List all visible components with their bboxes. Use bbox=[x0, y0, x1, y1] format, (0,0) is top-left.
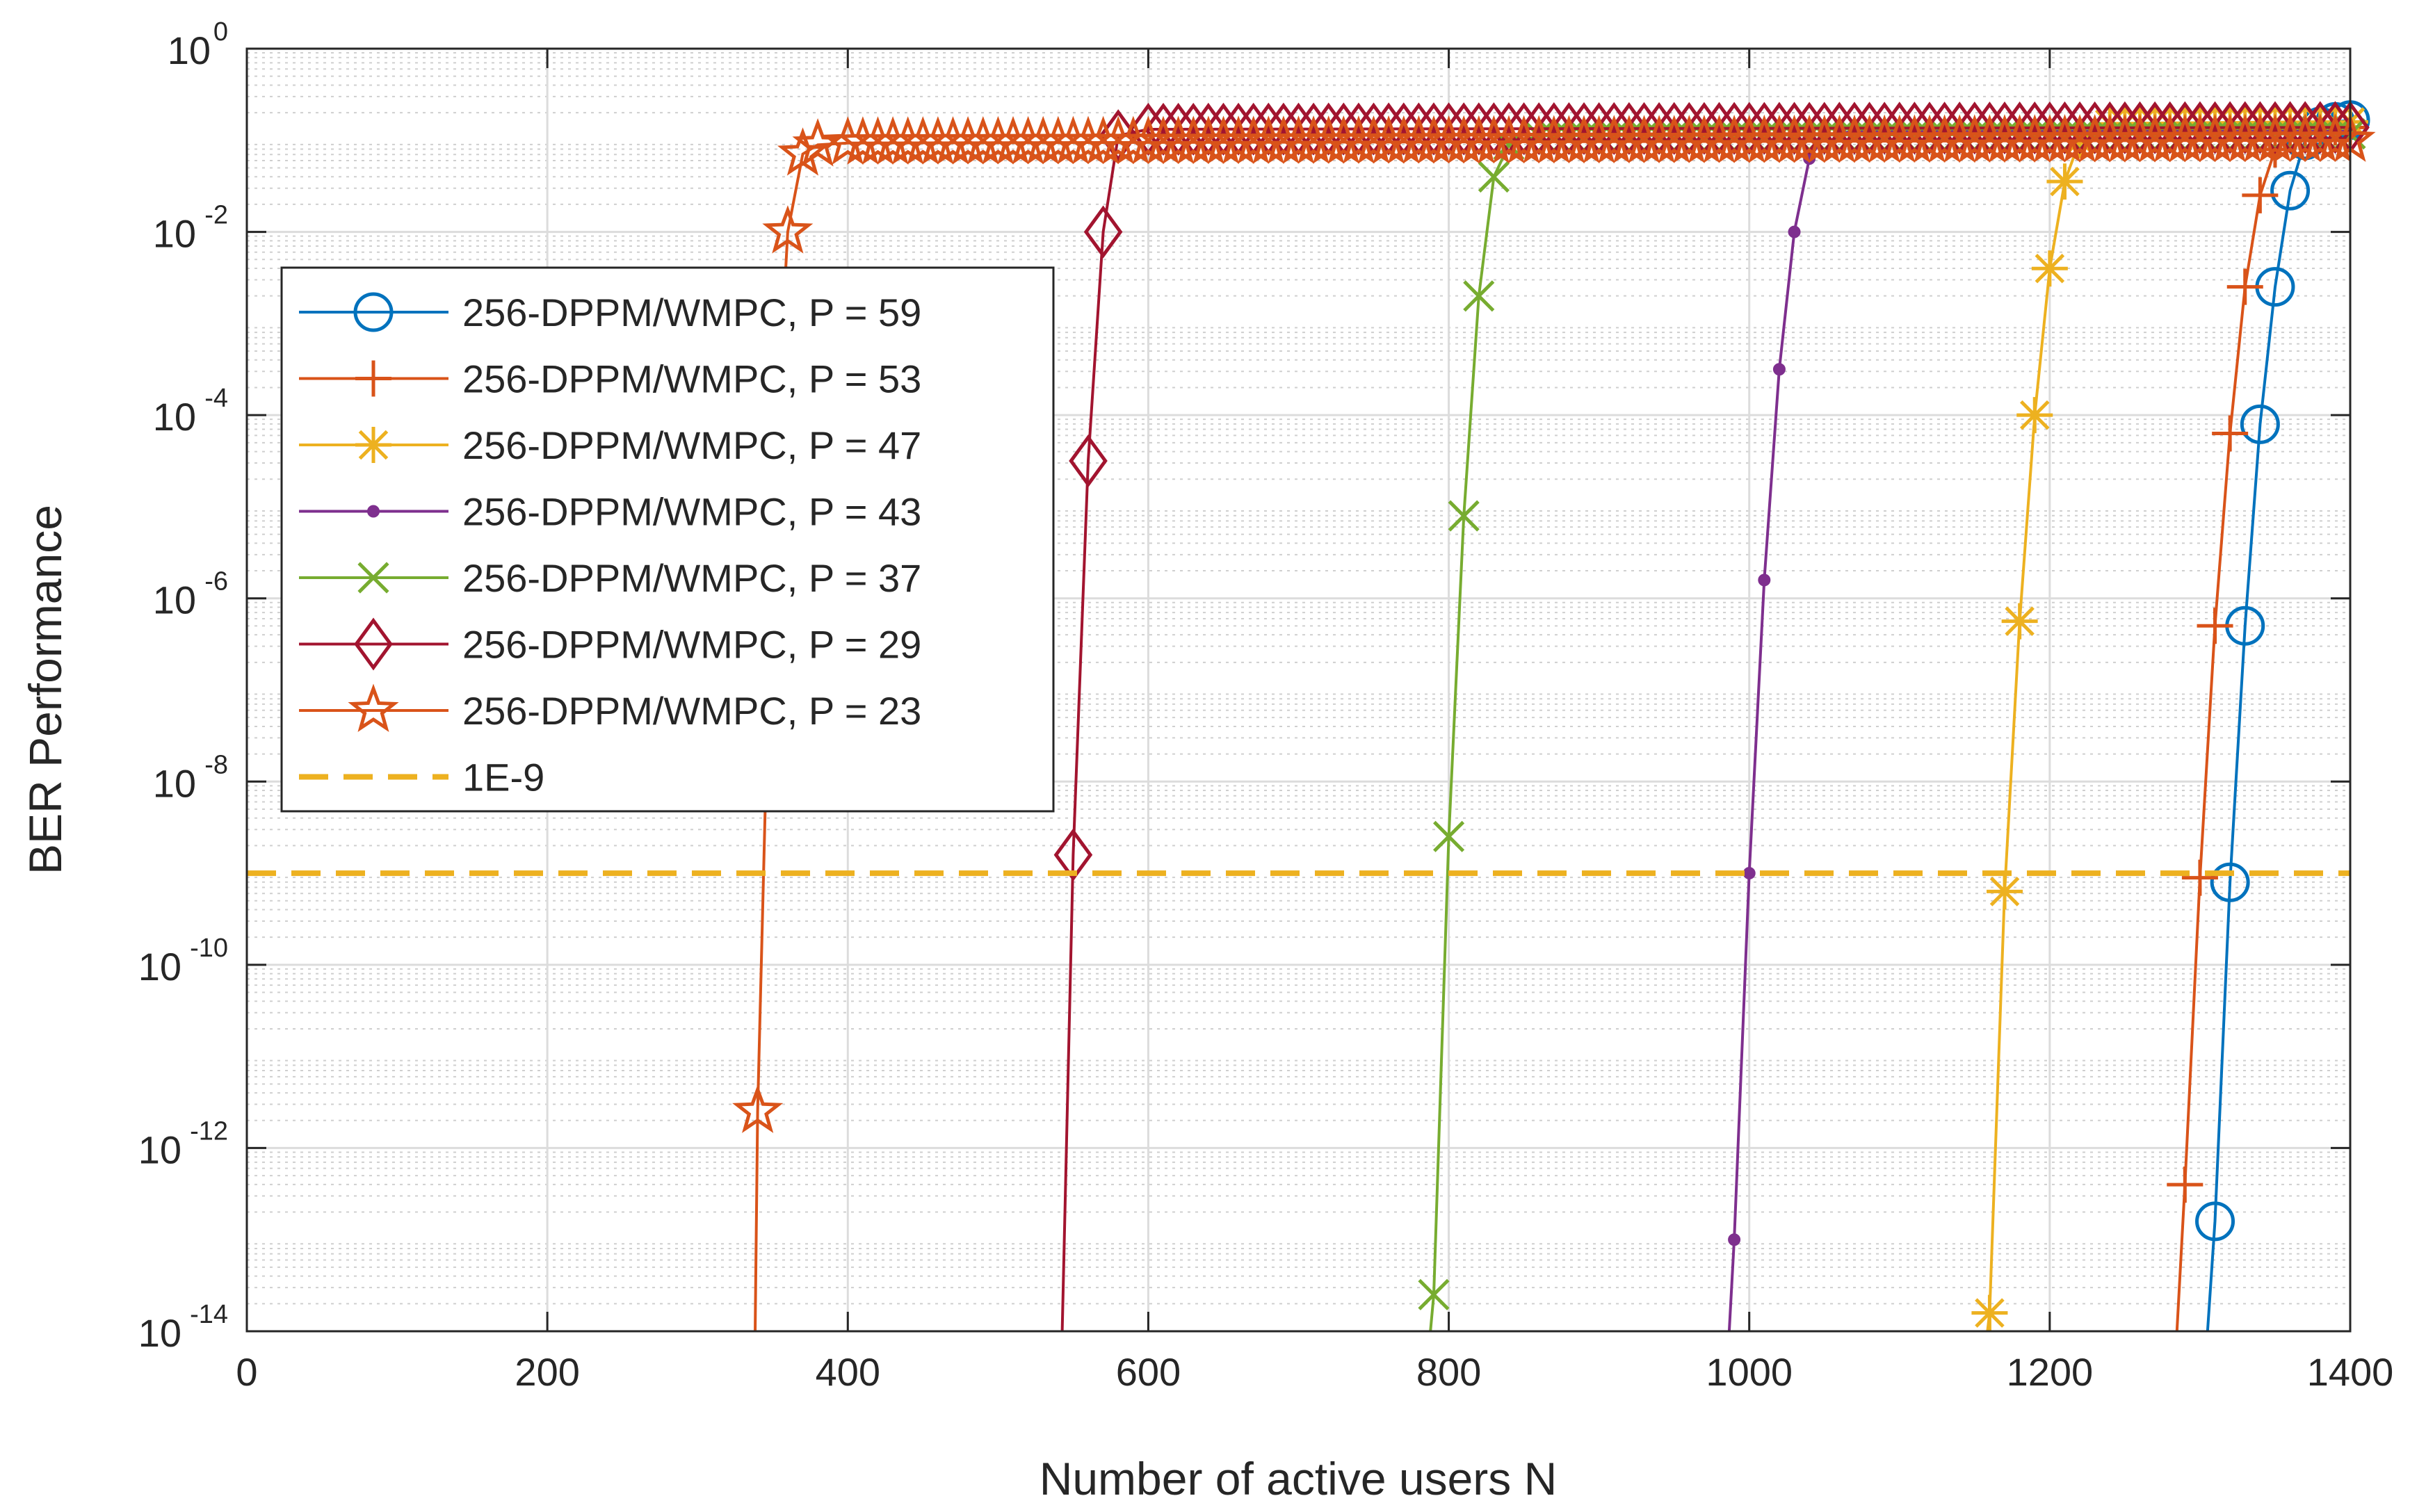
series-marker bbox=[1758, 574, 1771, 587]
series-marker bbox=[1772, 363, 1786, 376]
legend-marker bbox=[353, 292, 394, 332]
series-marker bbox=[2195, 1201, 2235, 1242]
x-tick-label: 400 bbox=[816, 1350, 880, 1394]
series-marker bbox=[1463, 280, 1495, 312]
series-marker bbox=[2242, 177, 2279, 213]
series-marker bbox=[792, 117, 843, 167]
y-tick-label-exponent: -10 bbox=[190, 934, 228, 963]
x-axis-ticks: 0 200 400 600 800 1000 1200 1400 bbox=[236, 49, 2393, 1394]
series-marker bbox=[2167, 1166, 2203, 1203]
series-marker bbox=[1742, 867, 1756, 880]
legend-marker bbox=[367, 505, 380, 518]
legend-entry-1: 256-DPPM/WMPC, P = 53 bbox=[299, 357, 921, 401]
legend-marker bbox=[357, 562, 389, 594]
series-marker bbox=[1083, 205, 1123, 259]
y-tick-label-exponent: -14 bbox=[190, 1300, 228, 1329]
y-tick-label-base: 10 bbox=[153, 395, 196, 439]
series-marker bbox=[1987, 873, 2023, 910]
legend-label: 256-DPPM/WMPC, P = 59 bbox=[462, 291, 921, 334]
series-layer bbox=[732, 100, 2376, 1331]
x-tick-label: 200 bbox=[515, 1350, 579, 1394]
series-marker bbox=[732, 1084, 784, 1133]
y-tick-label-exponent: 0 bbox=[213, 17, 228, 47]
legend: 256-DPPM/WMPC, P = 59 256-DPPM/WMPC, P = … bbox=[280, 266, 1055, 813]
y-tick-label-base: 10 bbox=[138, 1311, 181, 1355]
legend-label: 256-DPPM/WMPC, P = 53 bbox=[462, 357, 921, 401]
y-tick-label-exponent: -4 bbox=[204, 384, 228, 413]
series-line bbox=[754, 138, 2351, 1331]
x-tick-label: 1000 bbox=[1706, 1350, 1793, 1394]
y-axis-label: BER Performance bbox=[19, 505, 71, 875]
x-tick-label: 1200 bbox=[2007, 1350, 2094, 1394]
y-tick-label-exponent: -8 bbox=[204, 750, 228, 779]
legend-entry-ref: 1E-9 bbox=[299, 756, 544, 799]
series-marker bbox=[2240, 404, 2280, 444]
x-tick-label: 800 bbox=[1416, 1350, 1481, 1394]
legend-label: 256-DPPM/WMPC, P = 23 bbox=[462, 689, 921, 733]
y-tick-label-base: 10 bbox=[153, 212, 196, 256]
series-marker bbox=[1069, 434, 1108, 488]
legend-marker bbox=[348, 683, 399, 733]
y-tick-label-exponent: -2 bbox=[204, 201, 228, 230]
series-marker bbox=[1418, 1278, 1450, 1310]
series-marker bbox=[2016, 397, 2053, 434]
series-marker bbox=[2210, 862, 2250, 902]
series-marker bbox=[2031, 250, 2068, 287]
series-marker bbox=[2295, 113, 2346, 162]
y-tick-label-exponent: -12 bbox=[190, 1116, 228, 1146]
legend-marker bbox=[354, 617, 393, 671]
legend-entry-4: 256-DPPM/WMPC, P = 37 bbox=[299, 556, 921, 600]
x-axis-label: Number of active users N bbox=[1040, 1453, 1558, 1504]
series-marker bbox=[1433, 820, 1465, 852]
series-marker bbox=[1971, 1294, 2008, 1331]
legend-marker bbox=[355, 360, 391, 397]
series-marker bbox=[2212, 415, 2249, 452]
legend-label: 256-DPPM/WMPC, P = 29 bbox=[462, 623, 921, 667]
series-marker bbox=[2046, 163, 2083, 200]
series-marker bbox=[1448, 500, 1480, 532]
y-tick-label-exponent: -6 bbox=[204, 567, 228, 596]
legend-entry-3: 256-DPPM/WMPC, P = 43 bbox=[299, 490, 921, 534]
legend-entry-2: 256-DPPM/WMPC, P = 47 bbox=[299, 423, 921, 467]
legend-label: 1E-9 bbox=[462, 756, 544, 799]
legend-entry-0: 256-DPPM/WMPC, P = 59 bbox=[299, 291, 921, 334]
x-tick-label: 1400 bbox=[2307, 1350, 2394, 1394]
series-marker bbox=[2181, 859, 2218, 896]
legend-label: 256-DPPM/WMPC, P = 37 bbox=[462, 556, 921, 600]
series-marker bbox=[1478, 161, 1510, 193]
y-tick-label-base: 10 bbox=[138, 945, 181, 989]
y-tick-label-base: 10 bbox=[153, 578, 196, 622]
series-marker bbox=[2270, 170, 2311, 211]
series-6 bbox=[732, 113, 2376, 1331]
y-tick-label-base: 10 bbox=[153, 761, 196, 805]
legend-box bbox=[280, 266, 1055, 813]
series-marker bbox=[1788, 225, 1801, 238]
x-tick-label: 600 bbox=[1116, 1350, 1181, 1394]
legend-marker bbox=[355, 427, 391, 463]
y-tick-label-base: 10 bbox=[138, 1128, 181, 1171]
series-marker bbox=[762, 205, 814, 254]
legend-entry-5: 256-DPPM/WMPC, P = 29 bbox=[299, 617, 921, 671]
series-marker bbox=[777, 127, 828, 176]
series-marker bbox=[2197, 608, 2233, 644]
series-marker bbox=[2226, 268, 2263, 305]
series-marker bbox=[1053, 828, 1093, 881]
x-tick-label: 0 bbox=[236, 1350, 257, 1394]
series-marker bbox=[1728, 1233, 1741, 1246]
series-marker bbox=[2001, 603, 2038, 640]
legend-label: 256-DPPM/WMPC, P = 43 bbox=[462, 490, 921, 534]
legend-entry-6: 256-DPPM/WMPC, P = 23 bbox=[299, 683, 921, 733]
plot-border bbox=[245, 47, 2352, 1333]
legend-label: 256-DPPM/WMPC, P = 47 bbox=[462, 423, 921, 467]
y-tick-label-base: 10 bbox=[168, 29, 211, 72]
